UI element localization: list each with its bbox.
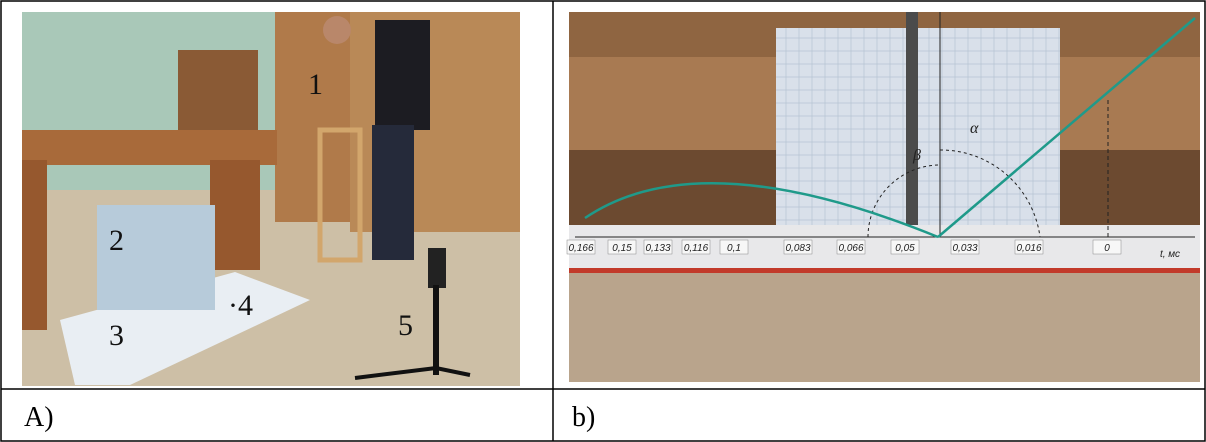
tick-label: 0,066 [838, 243, 863, 254]
annotation: 5 [398, 309, 413, 342]
tick-label: 0,1 [727, 243, 741, 254]
angle-label: α [970, 120, 979, 137]
tick-label: 0,05 [895, 243, 915, 254]
tick-label: 0,033 [952, 243, 977, 254]
tick-label: 0,116 [684, 243, 709, 254]
tick-label: 0,016 [1016, 243, 1041, 254]
tick-label: 0,083 [785, 243, 810, 254]
annotation: 3 [109, 319, 124, 352]
angle-label: β [912, 147, 921, 164]
photo-right [569, 12, 1200, 382]
axis-label: t, мс [1160, 249, 1180, 260]
annotation: ·4 [228, 289, 253, 322]
tick-label: 0,133 [645, 243, 670, 254]
panel-label: b) [572, 402, 595, 433]
figure: 1 2 3 ·4 5 A) 0,166 0,15 0,133 0,116 0,1 0,08… [0, 0, 1206, 442]
panel-label: A) [24, 402, 54, 433]
annotation: 2 [109, 224, 124, 257]
tick-label: 0 [1104, 243, 1110, 254]
photo-left [22, 12, 520, 386]
annotation: 1 [308, 68, 323, 101]
tick-label: 0,166 [568, 243, 593, 254]
tick-label: 0,15 [612, 243, 632, 254]
